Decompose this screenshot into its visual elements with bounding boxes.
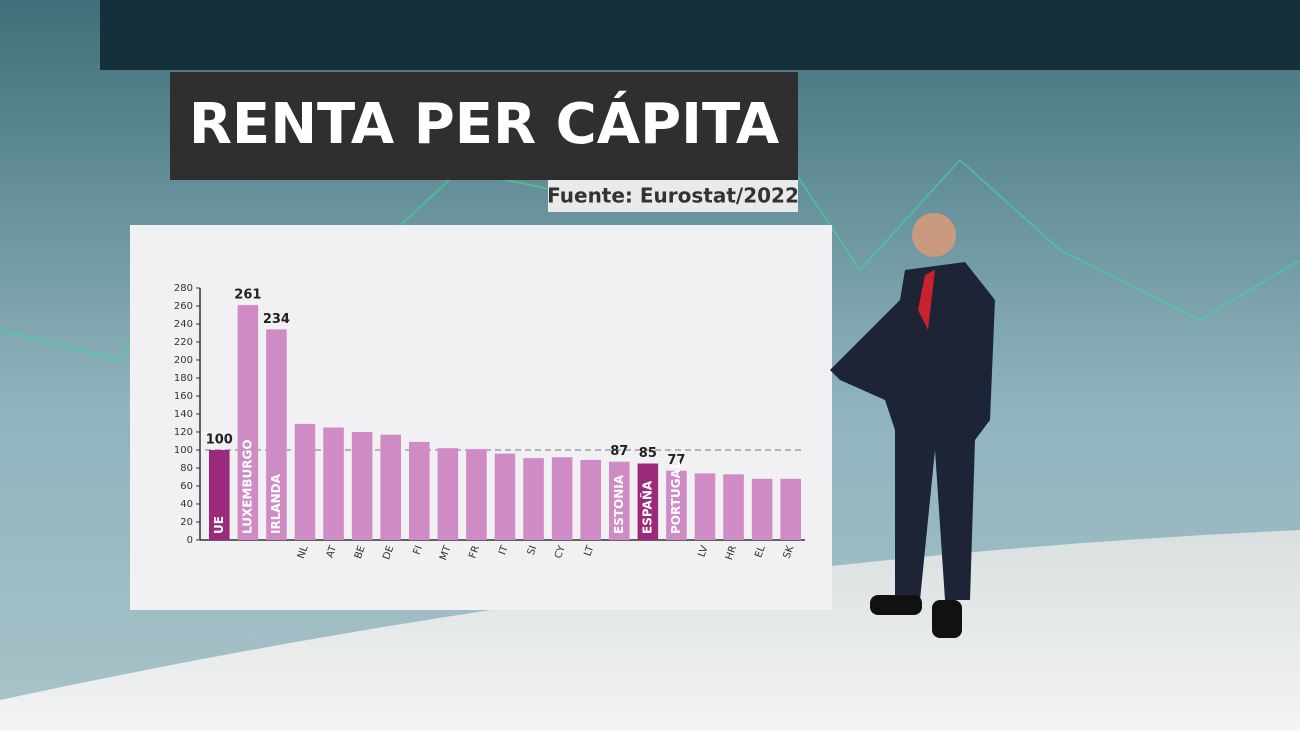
source: Fuente: Eurostat/2022 (547, 184, 799, 208)
category-label: EL (753, 544, 768, 559)
tie (918, 270, 935, 330)
y-tick-label: 60 (180, 481, 193, 492)
category-label: IRLANDA (269, 473, 283, 534)
bar (237, 305, 259, 540)
bar (351, 432, 373, 540)
bar (437, 448, 459, 540)
shoe (932, 600, 962, 638)
y-tick-label: 140 (174, 409, 193, 420)
bar (609, 461, 630, 540)
bar (551, 457, 573, 540)
bar (780, 478, 801, 540)
category-label: MT (438, 543, 454, 561)
category-label: LUXEMBURGO (240, 439, 254, 534)
presenter (830, 213, 995, 638)
y-tick-label: 160 (174, 391, 193, 402)
bar (494, 453, 516, 540)
bar (323, 427, 344, 540)
category-label: BE (353, 544, 368, 560)
value-label: 87 (610, 444, 628, 459)
y-tick-label: 40 (180, 499, 193, 510)
category-label: ESPAÑA (639, 480, 654, 534)
source-box (548, 180, 798, 212)
category-label: LT (582, 543, 596, 557)
category-label: CY (553, 543, 568, 560)
value-label: 85 (639, 446, 657, 461)
y-tick-label: 240 (174, 319, 193, 330)
shoe (870, 595, 922, 615)
bar (409, 441, 430, 540)
suit (830, 262, 995, 600)
title-box (170, 72, 798, 180)
bar (209, 450, 230, 540)
value-label: 261 (234, 288, 261, 303)
y-tick-label: 180 (174, 373, 193, 384)
y-tick-label: 200 (174, 355, 193, 366)
category-label: FI (412, 544, 425, 556)
category-label: PORTUGAL (669, 461, 683, 534)
value-label: 234 (263, 312, 290, 327)
y-tick-label: 220 (174, 337, 193, 348)
category-label: SI (526, 544, 540, 556)
floor (0, 530, 1300, 731)
category-label: DE (381, 544, 396, 561)
category-label: AT (325, 543, 340, 559)
bar (466, 449, 487, 540)
category-label: UE (212, 516, 226, 534)
value-label: 100 (206, 433, 233, 448)
bar (751, 478, 773, 540)
head (912, 213, 956, 257)
bar (380, 434, 401, 540)
bar (723, 474, 744, 540)
y-tick-label: 280 (174, 283, 193, 294)
ceiling (100, 0, 1300, 70)
y-tick-label: 120 (174, 427, 193, 438)
bar (666, 470, 687, 540)
bar (694, 473, 716, 540)
y-tick-label: 80 (180, 463, 193, 474)
category-label: HR (724, 544, 739, 561)
category-label: SK (782, 544, 797, 560)
bar (294, 423, 316, 540)
y-tick-label: 20 (180, 517, 193, 528)
category-label: LV (696, 544, 710, 559)
value-label: 77 (667, 453, 685, 468)
category-label: ESTONIA (612, 474, 626, 534)
plot: 0 20 40 60 80 100 120 140 160 180 200 220 240 260 280 1… (174, 283, 805, 562)
bar (523, 458, 544, 540)
y-tick-label: 260 (174, 301, 193, 312)
y-tick-label: 100 (174, 445, 193, 456)
category-label: FR (467, 544, 482, 560)
bar (266, 329, 287, 540)
bar (580, 459, 601, 540)
y-tick-label: 0 (187, 535, 193, 546)
category-label: NL (296, 544, 311, 560)
bar (637, 463, 659, 540)
title: RENTA PER CÁPITA (189, 92, 780, 157)
